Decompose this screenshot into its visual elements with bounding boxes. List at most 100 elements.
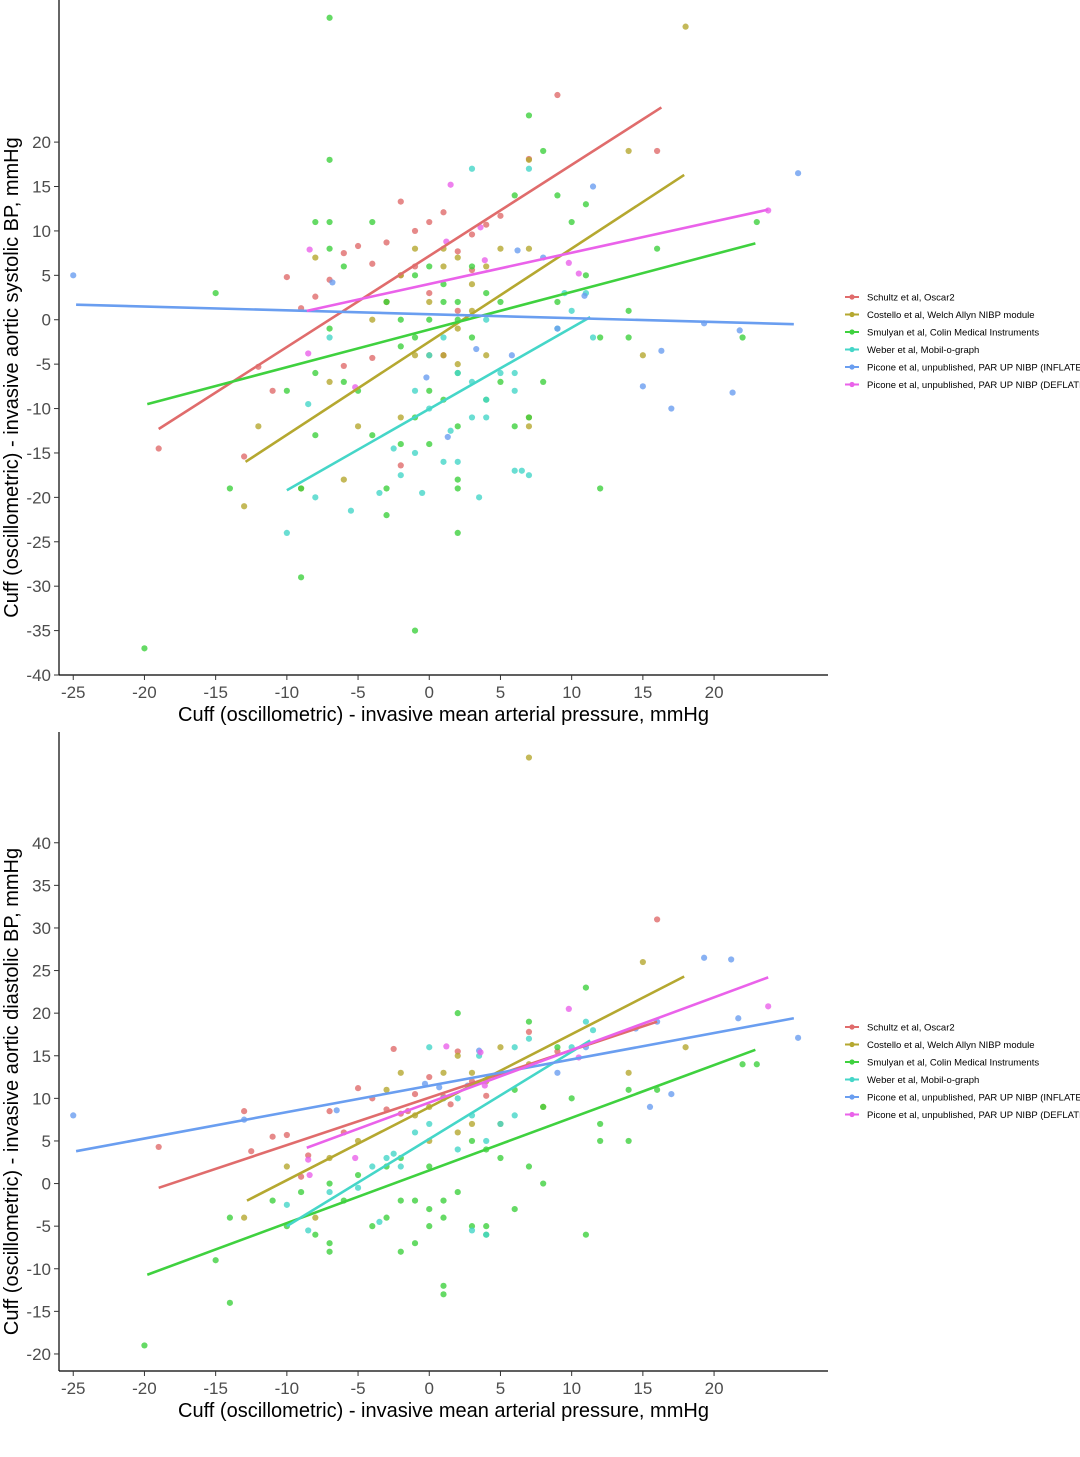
data-point [383,1086,390,1093]
data-point [390,445,397,452]
data-point [454,369,461,377]
y-tick-label: -15 [26,444,51,463]
data-point [589,1027,597,1034]
regression-line [146,1048,756,1276]
data-point [155,1143,162,1151]
data-point [411,387,419,394]
data-point [582,1231,590,1238]
data-point [312,369,319,377]
data-point [141,645,148,652]
data-point [525,423,533,430]
data-point [383,298,390,306]
data-point [440,334,447,341]
data-point [454,1048,461,1055]
data-point [511,423,518,430]
data-point [426,1073,433,1081]
data-point [305,401,312,408]
data-point [440,1197,447,1204]
data-point [426,1044,433,1051]
data-point [269,1133,276,1140]
data-point [581,292,588,299]
data-point [575,270,582,277]
data-point [625,1086,632,1093]
y-tick-label: -35 [26,622,51,641]
data-point [397,440,404,448]
data-point [397,462,404,469]
x-tick-label: 10 [562,1379,581,1398]
legend-label: Smulyan et al, Colin Medical Instruments [867,328,1039,339]
data-point [625,334,632,341]
y-tick-label: -5 [36,1217,51,1236]
data-point [305,1227,312,1234]
data-point [497,1044,504,1051]
data-point [241,1108,248,1115]
data-point [326,1248,333,1255]
y-axis-title: Cuff (oscillometric) - invasive aortic d… [1,848,23,1335]
data-point [508,352,515,359]
data-point [305,350,312,357]
data-point [639,383,646,390]
data-point [312,432,319,439]
regression-line [146,242,756,406]
legend-label: Picone et al, unpublished, PAR UP NIBP (… [867,1110,1080,1121]
series-group [305,1003,772,1179]
x-tick-label: 0 [425,683,434,702]
y-tick-label: 0 [42,311,51,330]
data-point [312,494,319,501]
data-point [454,485,461,492]
data-point [477,1049,484,1056]
data-point [582,1018,590,1025]
data-point [739,334,746,341]
data-point [397,1163,404,1170]
data-point [241,453,248,460]
data-point [483,221,490,228]
y-tick-label: 0 [42,1175,51,1194]
data-point [568,307,575,314]
data-point [70,272,77,279]
data-point [312,218,319,226]
legend-key-dot [849,311,855,318]
data-point [468,263,476,270]
data-point [283,387,290,394]
data-point [658,347,665,354]
data-point [454,361,461,368]
data-point [497,298,504,306]
data-point [297,485,305,492]
data-point [411,1129,419,1136]
data-point [340,362,347,370]
data-point [326,378,333,386]
x-axis-title: Cuff (oscillometric) - invasive mean art… [178,1400,709,1422]
data-point [426,263,433,270]
x-tick-label: 20 [705,683,724,702]
legend-label: Schultz et al, Oscar2 [867,293,955,304]
data-point [326,325,333,332]
legend-key-dot [849,364,855,370]
y-tick-label: 20 [32,133,51,152]
y-tick-label: 20 [32,1004,51,1023]
data-point [369,1163,376,1170]
x-tick-label: -5 [350,683,365,702]
data-point [476,494,483,501]
data-point [554,325,561,332]
data-point [454,529,461,536]
legend-label: Picone et al, unpublished, PAR UP NIBP (… [867,363,1080,374]
data-point [411,449,419,457]
data-point [483,414,490,421]
data-point [426,289,433,297]
legend: Schultz et al, Oscar2 Costello et al, Wel… [845,293,1080,391]
x-axis-title: Cuff (oscillometric) - invasive mean art… [178,704,709,726]
data-point [297,1188,305,1196]
data-point [419,489,426,497]
data-point [283,1201,290,1208]
data-point [473,345,480,353]
data-point [468,281,476,288]
data-point [426,316,433,323]
y-axis-title: Cuff (oscillometric) - invasive aortic s… [1,137,23,618]
data-point [511,192,518,199]
data-point [352,1154,359,1162]
x-tick-label: 5 [496,1379,505,1398]
data-point [511,467,518,474]
data-point [625,147,632,155]
x-tick-label: -15 [203,1379,228,1398]
data-point [411,227,419,235]
